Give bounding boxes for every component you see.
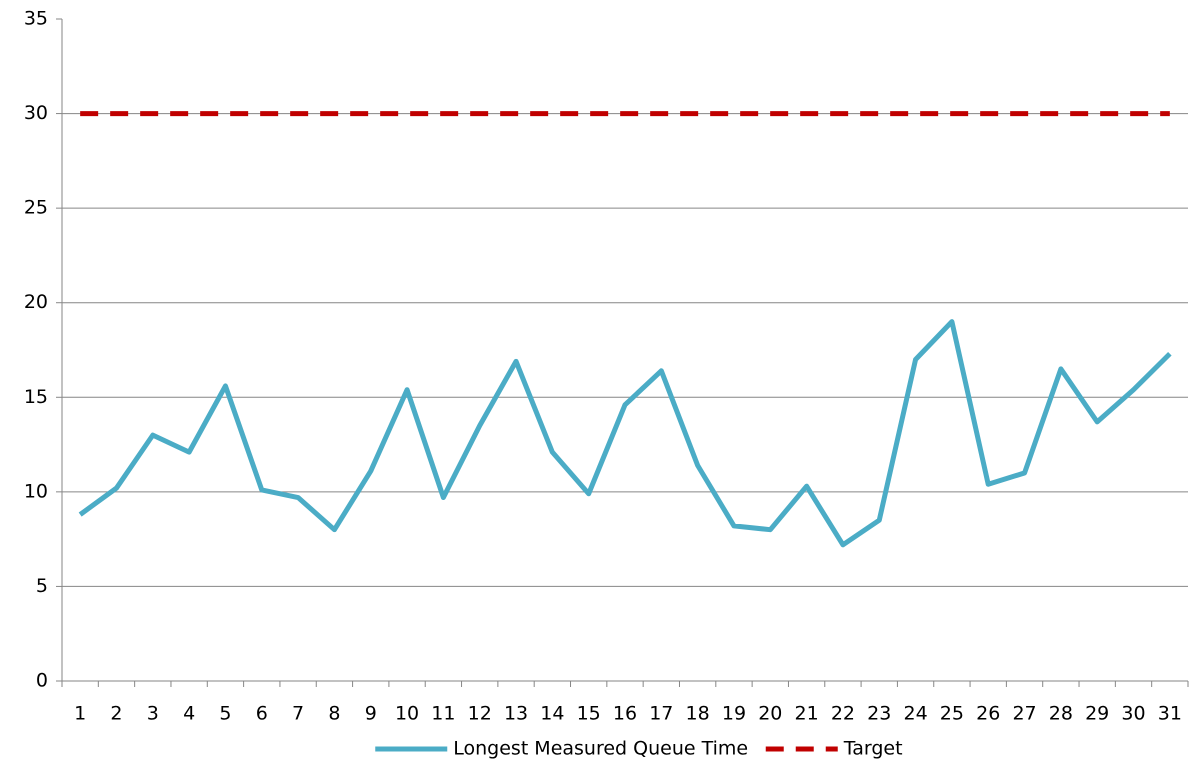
x-tick-label: 10 — [395, 703, 419, 725]
x-tick-label: 12 — [468, 703, 492, 725]
y-tick-label: 15 — [24, 386, 48, 408]
series-line — [78, 319, 1172, 548]
y-tick-label: 30 — [24, 102, 48, 124]
x-tick-label: 17 — [649, 703, 673, 725]
x-tick-label: 7 — [292, 703, 304, 725]
x-tick-label: 16 — [613, 703, 637, 725]
x-tick-label: 6 — [256, 703, 268, 725]
x-tick-label: 30 — [1121, 703, 1145, 725]
x-tick-label: 22 — [831, 703, 855, 725]
x-tick-label: 1 — [74, 703, 86, 725]
x-tick-label: 14 — [540, 703, 564, 725]
x-tick-label: 20 — [758, 703, 782, 725]
x-tick-label: 15 — [577, 703, 601, 725]
y-tick-label: 35 — [24, 8, 48, 30]
x-tick-label: 11 — [431, 703, 455, 725]
x-tick-label: 23 — [867, 703, 891, 725]
x-tick-label: 8 — [328, 703, 340, 725]
x-tick-label: 2 — [110, 703, 122, 725]
y-tick-label: 0 — [36, 670, 48, 692]
x-tick-label: 4 — [183, 703, 195, 725]
x-tick-label: 13 — [504, 703, 528, 725]
legend-label: Target — [843, 738, 903, 760]
x-tick-label: 18 — [686, 703, 710, 725]
y-tick-label: 5 — [36, 575, 48, 597]
x-tick-label: 24 — [903, 703, 927, 725]
x-tick-label: 5 — [219, 703, 231, 725]
x-tick-label: 27 — [1012, 703, 1036, 725]
y-tick-label: 25 — [24, 197, 48, 219]
x-tick-label: 28 — [1049, 703, 1073, 725]
y-tick-label: 20 — [24, 291, 48, 313]
x-tick-label: 9 — [365, 703, 377, 725]
x-tick-label: 25 — [940, 703, 964, 725]
x-tick-label: 26 — [976, 703, 1000, 725]
x-tick-label: 19 — [722, 703, 746, 725]
legend-label: Longest Measured Queue Time — [453, 738, 748, 760]
x-tick-label: 29 — [1085, 703, 1109, 725]
x-tick-label: 3 — [147, 703, 159, 725]
x-tick-label: 31 — [1158, 703, 1182, 725]
x-tick-label: 21 — [795, 703, 819, 725]
y-tick-label: 10 — [24, 480, 48, 502]
